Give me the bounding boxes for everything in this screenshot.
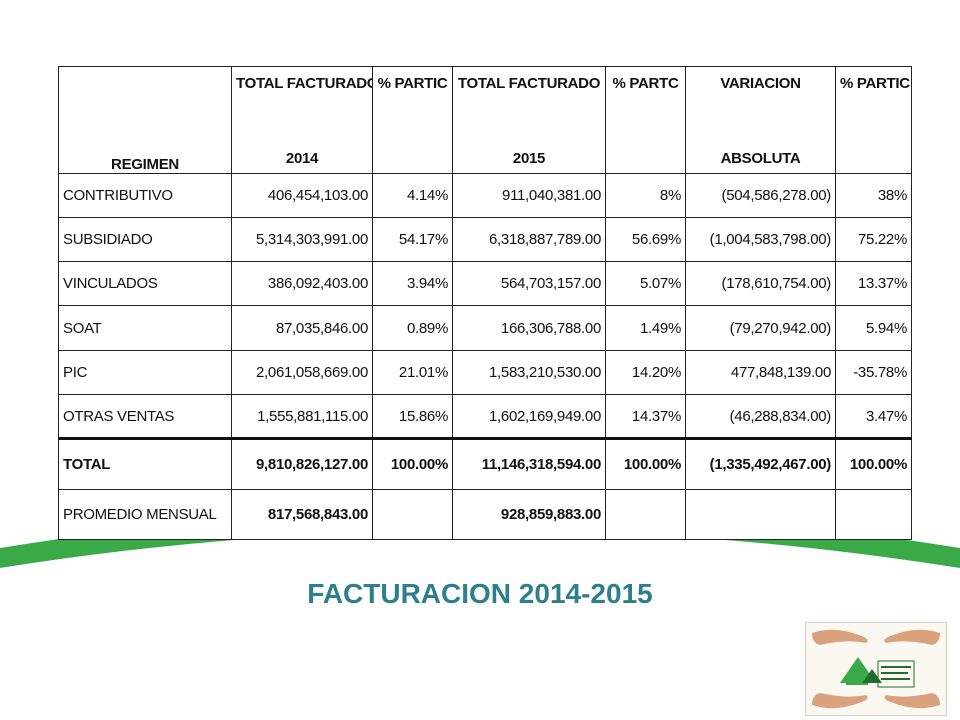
total-2015: 11,146,318,594.00 <box>452 438 606 490</box>
cell-total-2015: 1,602,169,949.00 <box>452 393 606 440</box>
header-total-2014: TOTAL FACTURADO 2014 <box>231 66 373 174</box>
promedio-variacion <box>685 488 836 541</box>
promedio-row: PROMEDIO MENSUAL 817,568,843.00 928,859,… <box>58 488 912 541</box>
cell-partic-2014: 54.17% <box>372 216 453 263</box>
row-label: OTRAS VENTAS <box>58 393 232 440</box>
promedio-2015: 928,859,883.00 <box>452 488 606 541</box>
cell-partic-variacion: 38% <box>835 172 912 218</box>
cell-variacion: 477,848,139.00 <box>685 349 836 396</box>
cell-total-2014: 2,061,058,669.00 <box>231 349 373 396</box>
slide-title: FACTURACION 2014-2015 <box>307 578 653 609</box>
table-row: SUBSIDIADO 5,314,303,991.00 54.17% 6,318… <box>58 216 912 263</box>
cell-partc-2015: 14.37% <box>605 393 686 440</box>
cell-partc-2015: 14.20% <box>605 349 686 396</box>
row-label: VINCULADOS <box>58 261 232 307</box>
hospital-logo <box>805 622 947 716</box>
cell-partc-2015: 8% <box>605 172 686 218</box>
promedio-partic-variacion <box>835 488 912 541</box>
header-variacion: VARIACION ABSOLUTA <box>685 66 836 174</box>
cell-total-2014: 1,555,881,115.00 <box>231 393 373 440</box>
table-row: VINCULADOS 386,092,403.00 3.94% 564,703,… <box>58 261 912 307</box>
cell-partic-2014: 0.89% <box>372 305 453 351</box>
total-row: TOTAL 9,810,826,127.00 100.00% 11,146,31… <box>58 438 912 490</box>
cell-total-2014: 5,314,303,991.00 <box>231 216 373 263</box>
row-label: CONTRIBUTIVO <box>58 172 232 218</box>
header-row: REGIMEN TOTAL FACTURADO 2014 % PARTIC TOT… <box>58 66 912 174</box>
cell-variacion: (46,288,834.00) <box>685 393 836 440</box>
facturacion-table: REGIMEN TOTAL FACTURADO 2014 % PARTIC TOT… <box>58 66 912 541</box>
row-label: SOAT <box>58 305 232 351</box>
total-partic-variacion: 100.00% <box>835 438 912 490</box>
header-partc-2015: % PARTC <box>605 66 686 174</box>
cell-partic-variacion: -35.78% <box>835 349 912 396</box>
cell-variacion: (1,004,583,798.00) <box>685 216 836 263</box>
table-row: SOAT 87,035,846.00 0.89% 166,306,788.00 … <box>58 305 912 351</box>
cell-partic-2014: 15.86% <box>372 393 453 440</box>
total-partc-2015: 100.00% <box>605 438 686 490</box>
header-total-2015: TOTAL FACTURADO 2015 <box>452 66 606 174</box>
promedio-label: PROMEDIO MENSUAL <box>58 488 232 541</box>
total-partic-2014: 100.00% <box>372 438 453 490</box>
total-variacion: (1,335,492,467.00) <box>685 438 836 490</box>
cell-total-2015: 166,306,788.00 <box>452 305 606 351</box>
cell-total-2014: 406,454,103.00 <box>231 172 373 218</box>
row-label: PIC <box>58 349 232 396</box>
cell-partc-2015: 56.69% <box>605 216 686 263</box>
cell-total-2015: 564,703,157.00 <box>452 261 606 307</box>
cell-variacion: (79,270,942.00) <box>685 305 836 351</box>
cell-partic-variacion: 5.94% <box>835 305 912 351</box>
cell-partic-2014: 21.01% <box>372 349 453 396</box>
cell-partic-variacion: 75.22% <box>835 216 912 263</box>
header-partic-variacion: % PARTIC <box>835 66 912 174</box>
total-2014: 9,810,826,127.00 <box>231 438 373 490</box>
cell-total-2014: 386,092,403.00 <box>231 261 373 307</box>
table-row: CONTRIBUTIVO 406,454,103.00 4.14% 911,04… <box>58 172 912 218</box>
cell-partc-2015: 5.07% <box>605 261 686 307</box>
cell-total-2015: 911,040,381.00 <box>452 172 606 218</box>
cell-partic-2014: 3.94% <box>372 261 453 307</box>
table-row: PIC 2,061,058,669.00 21.01% 1,583,210,53… <box>58 349 912 396</box>
cell-variacion: (504,586,278.00) <box>685 172 836 218</box>
promedio-2014: 817,568,843.00 <box>231 488 373 541</box>
row-label: SUBSIDIADO <box>58 216 232 263</box>
total-label: TOTAL <box>58 438 232 490</box>
cell-variacion: (178,610,754.00) <box>685 261 836 307</box>
cell-total-2015: 6,318,887,789.00 <box>452 216 606 263</box>
cell-partic-variacion: 3.47% <box>835 393 912 440</box>
promedio-partc-2015 <box>605 488 686 541</box>
header-regimen: REGIMEN <box>58 66 232 174</box>
cell-partc-2015: 1.49% <box>605 305 686 351</box>
cell-partic-variacion: 13.37% <box>835 261 912 307</box>
promedio-partic-2014 <box>372 488 453 541</box>
table-row: OTRAS VENTAS 1,555,881,115.00 15.86% 1,6… <box>58 393 912 440</box>
cell-total-2015: 1,583,210,530.00 <box>452 349 606 396</box>
cell-total-2014: 87,035,846.00 <box>231 305 373 351</box>
header-partic-2014: % PARTIC <box>372 66 453 174</box>
cell-partic-2014: 4.14% <box>372 172 453 218</box>
